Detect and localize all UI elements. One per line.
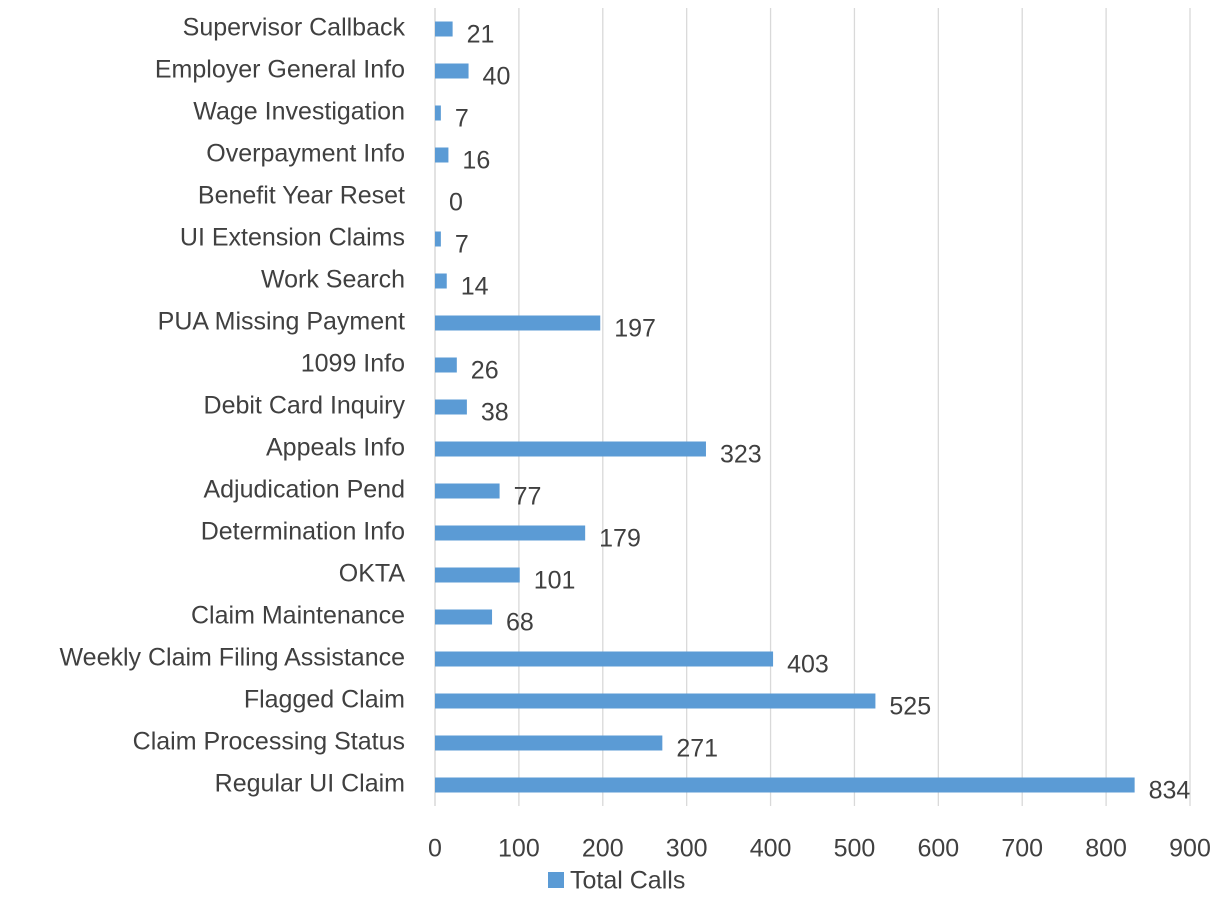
bar (435, 567, 520, 583)
bar (435, 735, 663, 751)
bar (435, 525, 586, 541)
x-tick-label: 200 (582, 835, 624, 863)
bar (435, 441, 706, 457)
bar (435, 693, 876, 709)
bar (435, 609, 493, 625)
data-label: 0 (449, 189, 463, 217)
data-label: 77 (514, 483, 542, 511)
x-tick-label: 0 (428, 835, 442, 863)
y-tick-label: Adjudication Pend (203, 476, 405, 504)
data-label: 7 (455, 105, 469, 133)
y-tick-label: 1099 Info (301, 350, 405, 378)
x-tick-label: 400 (750, 835, 792, 863)
x-tick-label: 300 (666, 835, 708, 863)
y-tick-label: Work Search (261, 266, 405, 294)
y-tick-label: Claim Maintenance (191, 602, 405, 630)
bar (435, 399, 467, 415)
data-label: 38 (481, 399, 509, 427)
x-tick-label: 600 (917, 835, 959, 863)
y-tick-label: OKTA (339, 560, 406, 588)
data-label: 101 (534, 567, 576, 595)
data-label: 7 (455, 231, 469, 259)
data-label: 16 (462, 147, 490, 175)
y-tick-label: Debit Card Inquiry (204, 392, 406, 420)
bar (435, 231, 441, 247)
x-tick-label: 800 (1085, 835, 1127, 863)
y-tick-label: Claim Processing Status (133, 728, 405, 756)
data-label: 323 (720, 441, 762, 469)
y-tick-label: Employer General Info (155, 56, 405, 84)
y-tick-label: Regular UI Claim (215, 770, 405, 798)
data-label: 14 (461, 273, 489, 301)
bar (435, 315, 601, 331)
y-tick-label: Overpayment Info (206, 140, 405, 168)
y-tick-label: Supervisor Callback (183, 14, 406, 42)
data-label: 197 (614, 315, 656, 343)
y-tick-label: PUA Missing Payment (158, 308, 405, 336)
data-label: 834 (1149, 777, 1191, 805)
y-tick-label: Benefit Year Reset (198, 182, 405, 210)
bar (435, 147, 449, 163)
bar (435, 273, 447, 289)
bar (435, 63, 469, 79)
data-label: 525 (889, 693, 931, 721)
bar (435, 777, 1135, 793)
y-tick-label: Weekly Claim Filing Assistance (60, 644, 405, 672)
bar (435, 483, 500, 499)
data-label: 40 (483, 63, 511, 91)
y-tick-label: Wage Investigation (193, 98, 405, 126)
y-tick-label: Appeals Info (266, 434, 405, 462)
data-label: 271 (676, 735, 718, 763)
legend-label: Total Calls (570, 867, 685, 895)
bar (435, 105, 441, 121)
data-label: 68 (506, 609, 534, 637)
bar (435, 651, 774, 667)
y-tick-label: UI Extension Claims (180, 224, 405, 252)
x-tick-label: 900 (1169, 835, 1211, 863)
x-tick-label: 100 (498, 835, 540, 863)
x-tick-label: 700 (1001, 835, 1043, 863)
data-label: 26 (471, 357, 499, 385)
legend-swatch (548, 872, 564, 888)
data-label: 179 (599, 525, 641, 553)
bar (435, 21, 453, 37)
y-tick-label: Determination Info (201, 518, 405, 546)
x-tick-label: 500 (834, 835, 876, 863)
bar (435, 357, 457, 373)
y-tick-label: Flagged Claim (244, 686, 405, 714)
data-label: 21 (467, 21, 495, 49)
data-label: 403 (787, 651, 829, 679)
